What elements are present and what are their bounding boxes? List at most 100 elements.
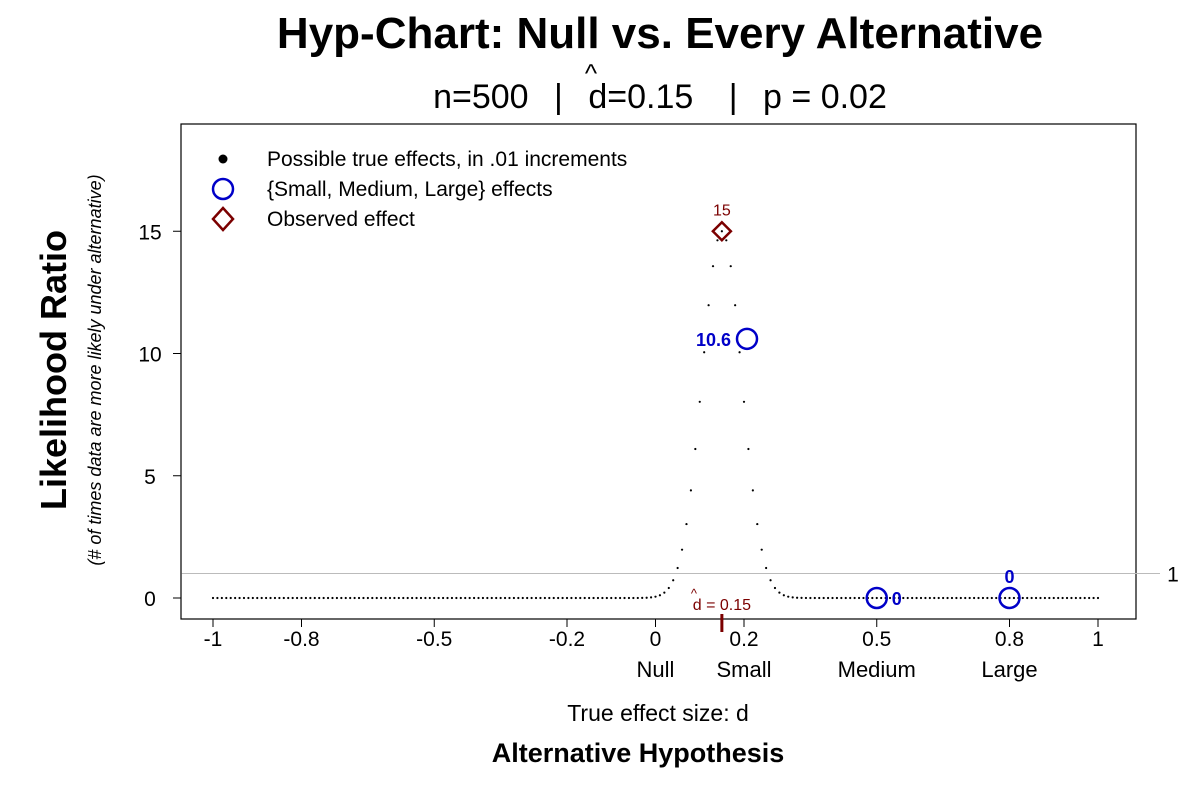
- curve-point: [534, 596, 538, 600]
- x-category-label: Small: [716, 657, 771, 682]
- curve-point: [632, 596, 635, 600]
- curve-point: [645, 596, 648, 599]
- curve-point: [468, 596, 471, 600]
- x-axis-label-secondary: Alternative Hypothesis: [492, 738, 785, 768]
- curve-point: [765, 566, 768, 570]
- curve-point: [287, 596, 290, 600]
- observed-effect-hat-mark: ^: [691, 586, 698, 601]
- curve-point: [787, 595, 790, 598]
- observed-effect: 15 d = 0.15 ^: [691, 202, 751, 632]
- curve-point: [782, 594, 785, 597]
- curve-point: [508, 596, 511, 600]
- curve-point: [928, 596, 931, 600]
- curve-point: [353, 596, 356, 600]
- curve-point: [658, 594, 662, 597]
- curve-point: [229, 596, 232, 600]
- curve-point: [959, 596, 962, 600]
- curve-point: [579, 596, 582, 600]
- curve-point: [220, 596, 223, 600]
- curve-point: [548, 596, 551, 600]
- curve-point: [605, 596, 608, 600]
- curve-point: [472, 596, 476, 600]
- curve-point: [481, 596, 485, 600]
- curve-point: [747, 447, 750, 451]
- legend-dot-icon: [218, 154, 228, 164]
- curve-point: [260, 596, 263, 600]
- curve-point: [375, 596, 378, 600]
- curve-point: [968, 596, 971, 600]
- curve-point: [809, 596, 812, 600]
- curve-point: [552, 596, 555, 600]
- x-tick-label: -0.2: [549, 628, 585, 651]
- benchmark-point-label: 0: [892, 589, 902, 609]
- curve-point: [406, 596, 409, 600]
- curve-point: [256, 596, 259, 600]
- curve-point: [437, 596, 440, 600]
- curve-point: [627, 596, 631, 600]
- curve-point: [990, 596, 993, 600]
- curve-point: [340, 596, 343, 600]
- curve-point: [397, 596, 400, 600]
- curve-point: [703, 351, 706, 354]
- curve-point: [804, 596, 808, 600]
- curve-point: [503, 596, 507, 600]
- curve-point: [331, 596, 334, 600]
- curve-point: [411, 596, 414, 600]
- curve-point: [596, 596, 600, 600]
- curve-point: [981, 596, 985, 600]
- curve-point: [211, 596, 215, 600]
- curve-point: [711, 265, 715, 268]
- curve-point: [393, 596, 396, 600]
- curve-point: [428, 596, 431, 600]
- curve-point: [521, 596, 524, 600]
- curve-point: [986, 596, 989, 600]
- curve-point: [557, 596, 560, 600]
- curve-point: [729, 265, 732, 268]
- curve-point: [424, 596, 427, 600]
- curve-point: [844, 596, 847, 600]
- curve-point: [380, 596, 383, 600]
- curve-point: [769, 579, 772, 582]
- curve-point: [601, 596, 604, 600]
- curve-point: [495, 596, 498, 600]
- x-axis: -1 -0.8 -0.5 -0.2 0 0.2 0.5 0.8 1 Null Small Medium…: [204, 618, 1104, 682]
- curve-point: [225, 596, 228, 600]
- curve-point: [450, 596, 454, 600]
- curve-point: [902, 596, 905, 600]
- curve-point: [742, 400, 746, 403]
- curve-point: [291, 596, 294, 600]
- curve-point: [977, 596, 980, 600]
- curve-point: [826, 596, 830, 600]
- curve-point: [238, 596, 241, 600]
- curve-point: [304, 596, 308, 600]
- curve-point: [570, 596, 573, 600]
- curve-point: [1074, 596, 1077, 600]
- curve-point: [433, 596, 436, 600]
- curve-point: [1043, 596, 1046, 600]
- curve-point: [366, 596, 369, 600]
- x-category-label: Large: [981, 657, 1037, 682]
- curve-point: [561, 596, 564, 600]
- x-tick-label: 0.2: [729, 628, 758, 651]
- curve-point: [1021, 596, 1024, 600]
- curve-point: [849, 596, 852, 600]
- curve-point: [725, 239, 728, 242]
- curve-point: [942, 596, 945, 600]
- curve-point: [1092, 596, 1095, 600]
- benchmark-point: [735, 327, 759, 351]
- curve-point: [1083, 596, 1086, 600]
- curve-point: [477, 596, 480, 600]
- curve-point: [1052, 596, 1055, 600]
- curve-point: [796, 596, 799, 599]
- curve-point: [322, 596, 325, 600]
- curve-point: [610, 596, 613, 600]
- reference-line-label: 1: [1167, 564, 1179, 587]
- curve-point: [251, 596, 254, 600]
- curve-point: [654, 595, 657, 598]
- benchmark-effects: 10.6 0 0: [696, 327, 1021, 610]
- x-axis-label: True effect size: d: [567, 700, 749, 726]
- curve-point: [707, 304, 710, 307]
- curve-point: [1026, 596, 1029, 600]
- curve-point: [512, 596, 516, 600]
- curve-point: [649, 596, 653, 599]
